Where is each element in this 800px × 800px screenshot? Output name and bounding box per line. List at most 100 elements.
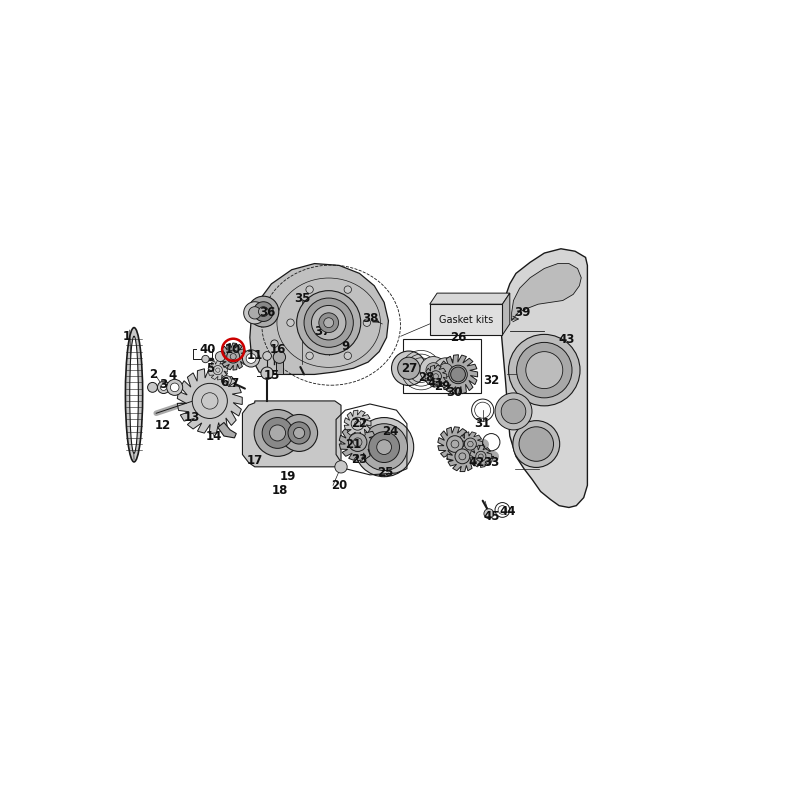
Circle shape (249, 306, 261, 319)
Circle shape (351, 418, 364, 430)
Polygon shape (208, 360, 227, 380)
Circle shape (294, 427, 305, 438)
Circle shape (246, 354, 256, 363)
Circle shape (446, 436, 463, 452)
Polygon shape (458, 432, 482, 456)
Polygon shape (438, 354, 478, 394)
Text: 11: 11 (246, 350, 263, 362)
Circle shape (344, 352, 351, 359)
Polygon shape (470, 446, 492, 467)
Circle shape (459, 453, 466, 460)
Text: 3: 3 (159, 378, 168, 391)
Circle shape (244, 302, 266, 324)
Circle shape (398, 357, 420, 379)
Text: 33: 33 (483, 456, 499, 469)
Circle shape (517, 342, 572, 398)
Text: 42: 42 (468, 456, 485, 469)
Circle shape (420, 357, 447, 384)
Text: 43: 43 (559, 333, 575, 346)
Circle shape (369, 432, 399, 462)
Circle shape (455, 449, 470, 464)
Text: 26: 26 (450, 331, 466, 344)
Circle shape (306, 352, 314, 359)
Text: 31: 31 (474, 418, 491, 430)
Polygon shape (218, 422, 236, 438)
Circle shape (286, 319, 294, 326)
Polygon shape (178, 368, 242, 434)
Circle shape (476, 451, 486, 462)
Text: 45: 45 (483, 510, 499, 522)
Circle shape (226, 350, 240, 363)
Circle shape (161, 384, 166, 390)
Text: 27: 27 (401, 362, 417, 374)
Text: 25: 25 (377, 466, 394, 479)
Text: 19: 19 (280, 470, 296, 482)
Text: 17: 17 (246, 454, 263, 467)
Circle shape (192, 383, 227, 418)
Text: 28: 28 (418, 371, 435, 384)
Circle shape (377, 440, 391, 454)
Bar (430, 304, 502, 335)
Circle shape (324, 318, 334, 328)
Circle shape (224, 378, 229, 383)
Circle shape (170, 383, 179, 392)
Polygon shape (512, 263, 582, 321)
Circle shape (166, 379, 182, 395)
Circle shape (222, 376, 231, 386)
Circle shape (270, 340, 278, 347)
Circle shape (354, 438, 362, 446)
Circle shape (349, 433, 367, 451)
Circle shape (391, 351, 426, 386)
Circle shape (344, 286, 351, 294)
Circle shape (304, 298, 354, 347)
Circle shape (158, 382, 170, 394)
Text: 20: 20 (331, 479, 347, 492)
Polygon shape (250, 263, 389, 374)
Circle shape (434, 374, 438, 379)
Text: 32: 32 (483, 374, 499, 387)
Circle shape (297, 290, 361, 354)
Circle shape (147, 382, 158, 392)
Circle shape (311, 306, 346, 340)
Circle shape (354, 418, 414, 477)
Text: 37: 37 (314, 325, 330, 338)
Polygon shape (339, 424, 376, 461)
Circle shape (519, 426, 554, 462)
Circle shape (450, 367, 466, 382)
Text: 24: 24 (382, 426, 398, 438)
Bar (276, 359, 283, 374)
Circle shape (426, 362, 441, 378)
Polygon shape (501, 249, 587, 507)
Text: 12: 12 (154, 419, 170, 432)
Ellipse shape (130, 336, 138, 454)
Circle shape (434, 358, 458, 382)
Polygon shape (447, 441, 478, 471)
Text: 14: 14 (206, 430, 222, 442)
Text: 23: 23 (351, 453, 368, 466)
Text: 15: 15 (264, 369, 280, 382)
Text: 21: 21 (346, 438, 362, 450)
Circle shape (319, 313, 338, 333)
Bar (402, 338, 482, 393)
Circle shape (430, 370, 442, 382)
Text: 5: 5 (206, 362, 214, 374)
Circle shape (230, 354, 236, 359)
Circle shape (335, 461, 347, 473)
Circle shape (439, 363, 453, 377)
Text: 41: 41 (428, 377, 444, 390)
Circle shape (288, 422, 310, 444)
Circle shape (509, 334, 580, 406)
Circle shape (501, 399, 526, 424)
Text: 40: 40 (200, 343, 216, 356)
Circle shape (262, 418, 293, 448)
Text: 44: 44 (499, 506, 515, 518)
Circle shape (361, 424, 407, 470)
Text: 35: 35 (294, 292, 310, 305)
Circle shape (513, 421, 560, 467)
Circle shape (216, 368, 220, 372)
Text: 13: 13 (183, 411, 199, 424)
Text: 36: 36 (259, 306, 275, 319)
Ellipse shape (126, 328, 142, 462)
Circle shape (281, 414, 318, 451)
Polygon shape (438, 426, 472, 462)
